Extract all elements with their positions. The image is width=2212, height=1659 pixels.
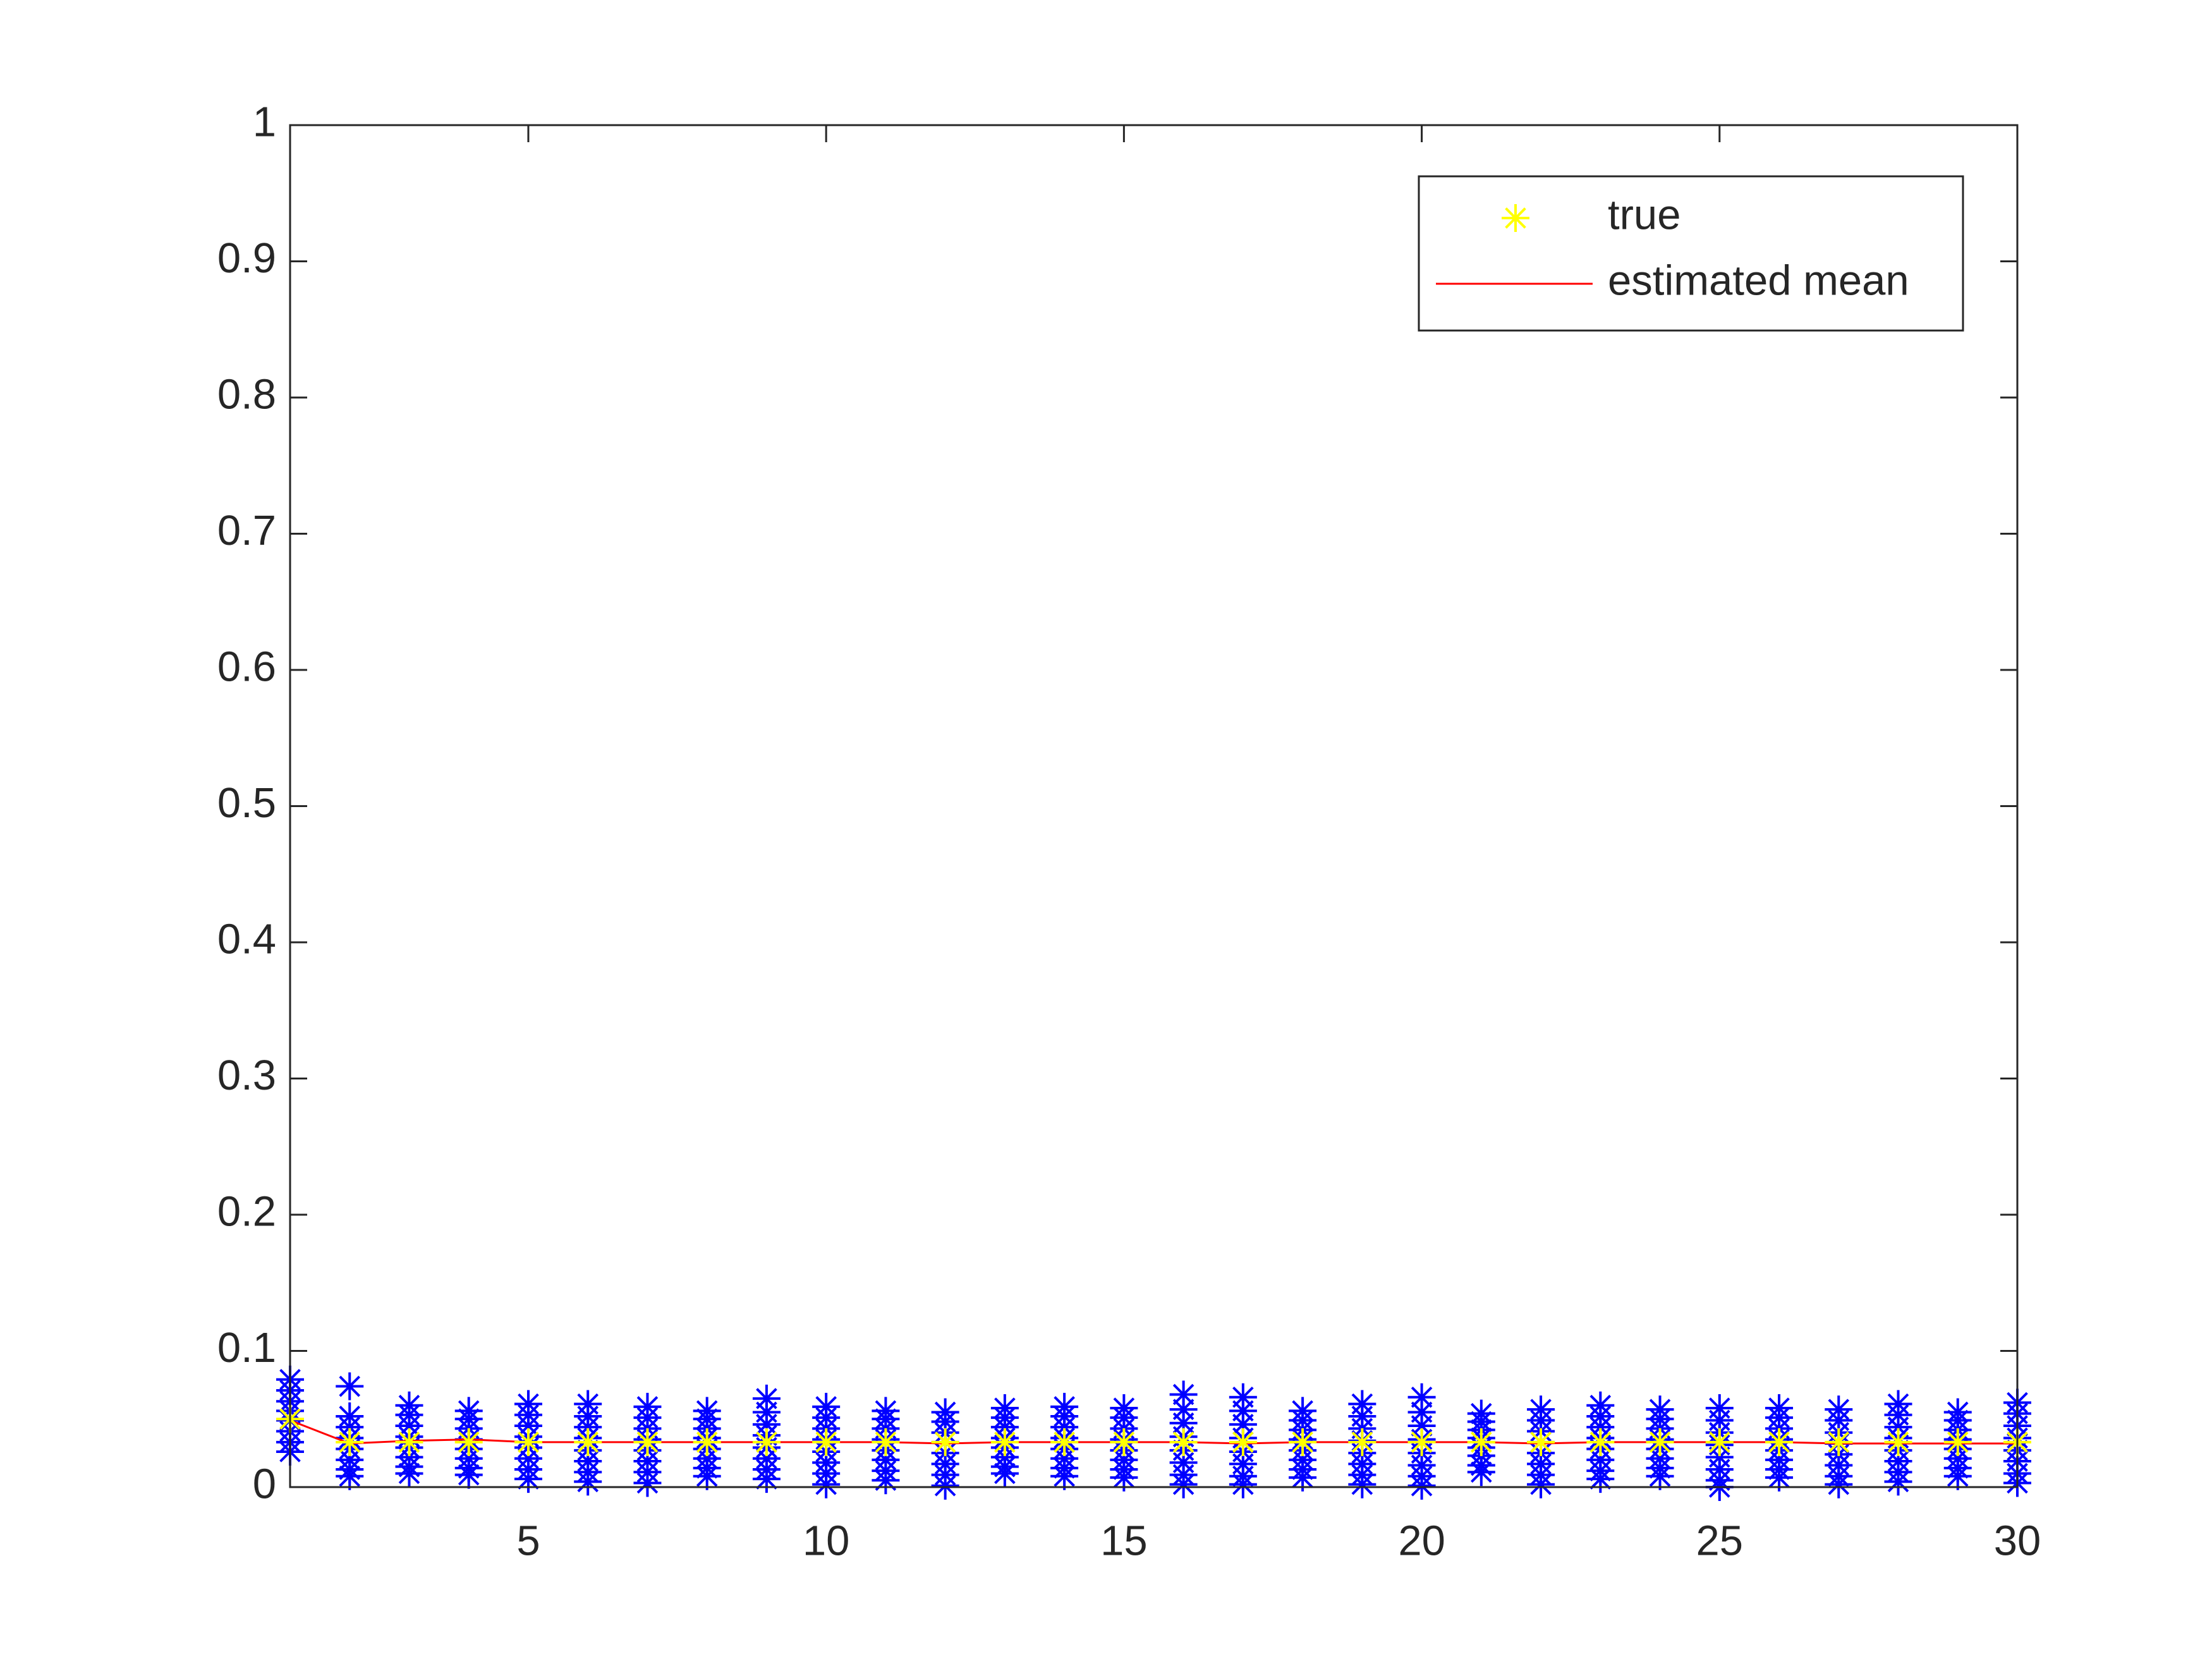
true-marker (1289, 1428, 1317, 1456)
true-marker (574, 1428, 602, 1456)
true-marker (693, 1428, 721, 1456)
sample-marker (1467, 1458, 1495, 1486)
true-marker (990, 1428, 1019, 1456)
true-marker (1229, 1428, 1257, 1456)
true-marker (633, 1428, 662, 1456)
sample-marker (990, 1459, 1019, 1488)
y-tick-label: 0.5 (217, 779, 276, 827)
y-tick-label: 0.4 (217, 916, 276, 963)
sample-marker (514, 1465, 542, 1493)
x-tick-label: 10 (803, 1517, 850, 1565)
y-tick-label: 1 (253, 99, 276, 146)
sample-marker (336, 1462, 364, 1490)
true-marker (1705, 1428, 1734, 1456)
x-tick-label: 20 (1398, 1517, 1445, 1565)
y-tick-label: 0.7 (217, 507, 276, 554)
true-marker (1110, 1428, 1138, 1456)
axes-box (289, 124, 2019, 1488)
true-marker (1407, 1428, 1436, 1456)
y-tick-label: 0.9 (217, 234, 276, 282)
sample-marker (395, 1459, 423, 1488)
y-tick-label: 0 (253, 1461, 276, 1508)
y-tick-label: 0.2 (217, 1188, 276, 1236)
y-tick-label: 0.1 (217, 1324, 276, 1371)
true-marker (1348, 1428, 1376, 1456)
true-marker (1765, 1428, 1794, 1456)
sample-marker (633, 1469, 662, 1497)
sample-marker (752, 1465, 781, 1493)
true-marker (931, 1428, 959, 1456)
sample-marker (1169, 1380, 1198, 1409)
sample-marker (1289, 1463, 1317, 1492)
true-marker (752, 1428, 781, 1456)
x-tick-label: 25 (1696, 1517, 1744, 1565)
sample-marker (1169, 1470, 1198, 1498)
sample-marker (574, 1468, 602, 1496)
x-tick-label: 15 (1100, 1517, 1148, 1565)
true-marker (1884, 1428, 1912, 1456)
true-marker (514, 1428, 542, 1456)
true-marker (1646, 1428, 1674, 1456)
true-marker (1050, 1428, 1079, 1456)
sample-marker (872, 1466, 900, 1495)
sample-marker (1586, 1465, 1615, 1493)
sample-marker (693, 1462, 721, 1490)
true-marker (336, 1428, 364, 1456)
legend-label: true (1608, 191, 1680, 239)
sample-marker (1765, 1463, 1794, 1492)
x-tick-label: 5 (516, 1517, 540, 1565)
y-tick-label: 0.3 (217, 1052, 276, 1099)
sample-marker (812, 1470, 841, 1498)
legend-swatch (1502, 204, 1529, 232)
y-tick-label: 0.6 (217, 643, 276, 691)
sample-marker (1527, 1470, 1555, 1498)
sample-marker (454, 1461, 483, 1489)
sample-marker (1407, 1471, 1436, 1500)
true-marker (1825, 1428, 1853, 1456)
true-marker (1586, 1428, 1615, 1456)
true-marker (1943, 1428, 1972, 1456)
sample-marker (336, 1372, 364, 1401)
sample-marker (1348, 1470, 1376, 1498)
true-marker (1169, 1428, 1198, 1456)
true-marker (872, 1428, 900, 1456)
sample-marker (1646, 1462, 1674, 1490)
true-marker (395, 1428, 423, 1456)
sample-marker (1884, 1468, 1912, 1496)
true-marker (812, 1428, 841, 1456)
y-tick-label: 0.8 (217, 371, 276, 418)
true-marker (1467, 1428, 1495, 1456)
sample-marker (1943, 1462, 1972, 1490)
sample-marker (1110, 1463, 1138, 1492)
sample-marker (1825, 1470, 1853, 1498)
legend-label: estimated mean (1608, 257, 1909, 305)
legend-box (1418, 175, 1964, 332)
x-tick-label: 30 (1994, 1517, 2041, 1565)
sample-marker (931, 1471, 959, 1500)
sample-marker (1407, 1383, 1436, 1411)
sample-marker (1229, 1470, 1257, 1498)
true-marker (454, 1428, 483, 1456)
sample-marker (1050, 1462, 1079, 1490)
true-marker (1527, 1428, 1555, 1456)
